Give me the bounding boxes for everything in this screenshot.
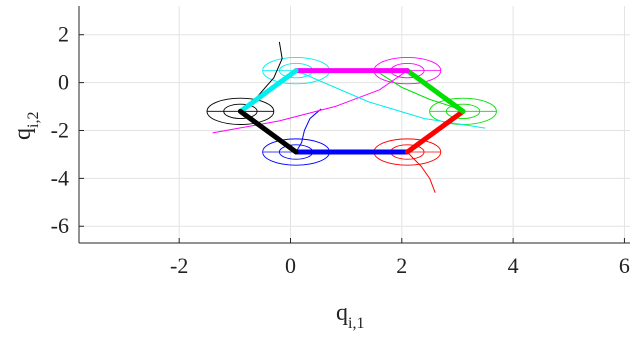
- trajectories: [212, 41, 486, 193]
- y-tick-label: -4: [51, 165, 69, 190]
- grid: [79, 6, 630, 243]
- y-axis-title-sub: i,2: [25, 112, 42, 128]
- x-axis-title-sub: i,1: [348, 315, 364, 332]
- x-axis-title-main: q: [336, 300, 348, 326]
- axes: [78, 6, 630, 244]
- x-tick-label: -2: [170, 253, 188, 278]
- y-tick-label: 0: [58, 70, 69, 95]
- trajectory-cyan: [295, 70, 486, 129]
- formation-edge-red: [404, 108, 466, 155]
- formation-edge-cyan: [237, 68, 299, 114]
- x-tick-label: 0: [285, 253, 296, 278]
- y-tick-label: -6: [51, 213, 69, 238]
- tick-labels: -2 0 2 4 6 2 0 -2 -4 -6: [51, 22, 630, 278]
- y-axis-title-main: q: [10, 128, 36, 140]
- x-tick-label: 6: [619, 253, 630, 278]
- y-tick-label: -2: [51, 117, 69, 142]
- trajectory-magenta: [212, 70, 408, 134]
- trajectory-red: [407, 151, 436, 193]
- x-axis-title: qi,1: [336, 300, 364, 332]
- x-tick-label: 2: [396, 253, 407, 278]
- formation-edge-green: [404, 68, 466, 114]
- y-tick-label: 2: [58, 22, 69, 47]
- uncertainty-ellipses: [206, 57, 497, 166]
- formation-edge-black: [237, 108, 299, 155]
- trajectory-blue: [295, 108, 322, 153]
- x-tick-label: 4: [508, 253, 519, 278]
- y-axis-title: qi,2: [10, 112, 42, 140]
- formation-edges: [237, 68, 466, 155]
